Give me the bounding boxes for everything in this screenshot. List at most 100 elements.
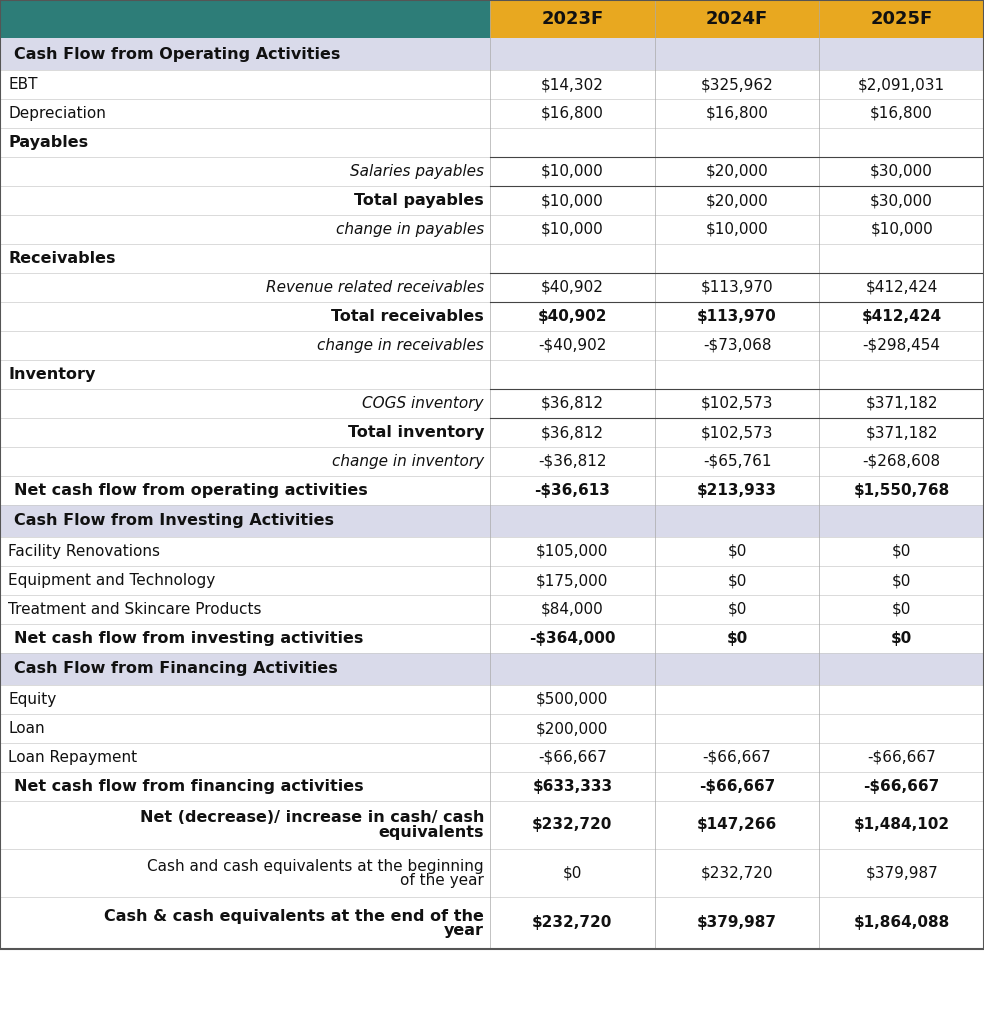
Text: -$364,000: -$364,000 <box>529 631 616 646</box>
Text: EBT: EBT <box>8 77 37 92</box>
Text: $0: $0 <box>892 544 911 559</box>
Text: Loan: Loan <box>8 721 44 736</box>
Text: equivalents: equivalents <box>379 824 484 840</box>
Text: Equity: Equity <box>8 692 56 707</box>
Text: Salaries payables: Salaries payables <box>350 164 484 179</box>
Text: Cash Flow from Financing Activities: Cash Flow from Financing Activities <box>14 662 338 677</box>
Bar <box>0 595 984 624</box>
Text: $40,902: $40,902 <box>537 309 607 324</box>
Text: Treatment and Skincare Products: Treatment and Skincare Products <box>8 602 262 617</box>
Text: Equipment and Technology: Equipment and Technology <box>8 573 215 588</box>
Bar <box>0 215 984 244</box>
Text: $2,091,031: $2,091,031 <box>858 77 946 92</box>
Text: $36,812: $36,812 <box>541 425 604 440</box>
Text: Payables: Payables <box>8 135 89 150</box>
Bar <box>0 331 984 360</box>
Bar <box>0 743 984 772</box>
Text: $500,000: $500,000 <box>536 692 608 707</box>
Text: $325,962: $325,962 <box>701 77 773 92</box>
Text: $36,812: $36,812 <box>541 396 604 411</box>
Bar <box>0 244 984 273</box>
Text: Cash & cash equivalents at the end of the: Cash & cash equivalents at the end of th… <box>104 908 484 924</box>
Text: 2023F: 2023F <box>541 10 603 28</box>
Bar <box>0 653 984 685</box>
Bar <box>0 157 984 186</box>
Text: Total inventory: Total inventory <box>347 425 484 440</box>
Text: -$36,812: -$36,812 <box>538 454 606 469</box>
Text: -$73,068: -$73,068 <box>703 338 771 353</box>
Bar <box>0 476 984 505</box>
Text: Inventory: Inventory <box>8 367 95 382</box>
Bar <box>0 360 984 389</box>
Text: Depreciation: Depreciation <box>8 106 106 121</box>
Text: $102,573: $102,573 <box>701 425 773 440</box>
Text: $0: $0 <box>727 602 747 617</box>
Bar <box>0 128 984 157</box>
Text: change in payables: change in payables <box>336 222 484 237</box>
Text: Receivables: Receivables <box>8 251 115 266</box>
Text: $20,000: $20,000 <box>706 164 769 179</box>
Bar <box>0 685 984 714</box>
Text: $14,302: $14,302 <box>541 77 604 92</box>
Bar <box>0 389 984 418</box>
Bar <box>0 566 984 595</box>
Text: $30,000: $30,000 <box>870 164 933 179</box>
Bar <box>0 714 984 743</box>
Text: -$66,667: -$66,667 <box>864 779 940 794</box>
Bar <box>0 801 984 849</box>
Bar <box>0 99 984 128</box>
Text: of the year: of the year <box>400 872 484 888</box>
Bar <box>0 38 984 70</box>
Bar <box>0 849 984 897</box>
Text: $379,987: $379,987 <box>865 865 938 881</box>
Text: $1,484,102: $1,484,102 <box>853 817 950 833</box>
Bar <box>0 273 984 302</box>
Text: $232,720: $232,720 <box>532 817 612 833</box>
Text: $147,266: $147,266 <box>697 817 777 833</box>
Text: -$298,454: -$298,454 <box>863 338 941 353</box>
Text: $30,000: $30,000 <box>870 193 933 208</box>
Bar <box>0 418 984 447</box>
Bar <box>0 302 984 331</box>
Text: $10,000: $10,000 <box>870 222 933 237</box>
Text: $113,970: $113,970 <box>697 309 777 324</box>
Text: $0: $0 <box>727 544 747 559</box>
Text: Net cash flow from investing activities: Net cash flow from investing activities <box>14 631 363 646</box>
Text: $10,000: $10,000 <box>541 164 604 179</box>
Text: $10,000: $10,000 <box>541 193 604 208</box>
Bar <box>0 0 490 38</box>
Text: $102,573: $102,573 <box>701 396 773 411</box>
Text: Cash and cash equivalents at the beginning: Cash and cash equivalents at the beginni… <box>148 858 484 873</box>
Text: $10,000: $10,000 <box>541 222 604 237</box>
Text: $113,970: $113,970 <box>701 280 773 295</box>
Text: $10,000: $10,000 <box>706 222 769 237</box>
Text: Loan Repayment: Loan Repayment <box>8 750 137 765</box>
Text: -$65,761: -$65,761 <box>703 454 771 469</box>
Text: -$66,667: -$66,667 <box>703 750 771 765</box>
Text: $200,000: $200,000 <box>536 721 608 736</box>
Text: Total payables: Total payables <box>354 193 484 208</box>
Text: $0: $0 <box>726 631 748 646</box>
Text: -$66,667: -$66,667 <box>699 779 775 794</box>
Text: Net cash flow from financing activities: Net cash flow from financing activities <box>14 779 364 794</box>
Bar <box>0 624 984 653</box>
Text: $232,720: $232,720 <box>532 915 612 931</box>
Text: 2024F: 2024F <box>706 10 769 28</box>
Text: $371,182: $371,182 <box>865 396 938 411</box>
Text: $213,933: $213,933 <box>697 483 777 498</box>
Text: $0: $0 <box>892 573 911 588</box>
Bar <box>0 70 984 99</box>
Text: $232,720: $232,720 <box>701 865 773 881</box>
Text: Cash Flow from Investing Activities: Cash Flow from Investing Activities <box>14 513 334 528</box>
Bar <box>0 772 984 801</box>
Text: $0: $0 <box>563 865 582 881</box>
Text: change in receivables: change in receivables <box>317 338 484 353</box>
Text: $379,987: $379,987 <box>697 915 777 931</box>
Text: -$66,667: -$66,667 <box>867 750 936 765</box>
Bar <box>0 186 984 215</box>
Text: Facility Renovations: Facility Renovations <box>8 544 160 559</box>
Text: Cash Flow from Operating Activities: Cash Flow from Operating Activities <box>14 46 340 61</box>
Text: $16,800: $16,800 <box>870 106 933 121</box>
Text: $0: $0 <box>727 573 747 588</box>
Text: 2025F: 2025F <box>871 10 933 28</box>
